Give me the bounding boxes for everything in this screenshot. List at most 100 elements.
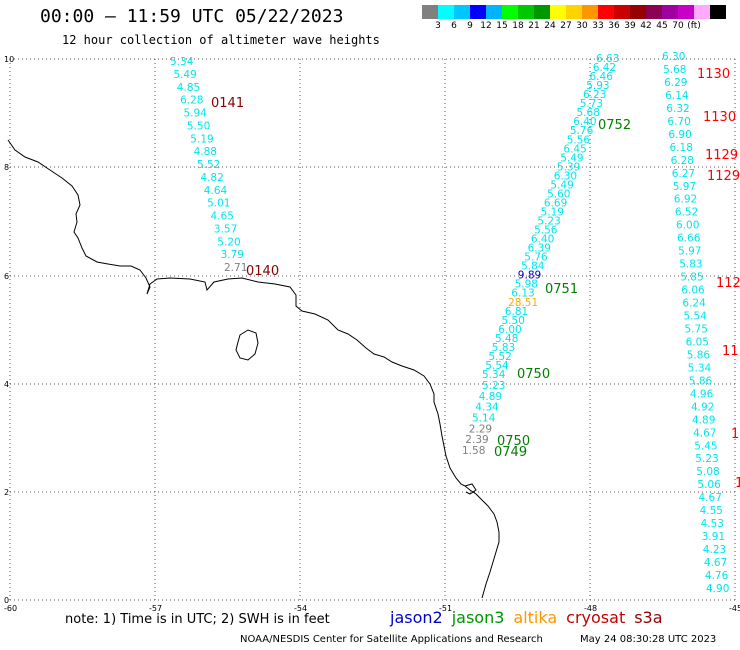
y-tick-label: 4 bbox=[4, 380, 9, 389]
scale-swatch bbox=[582, 5, 598, 19]
scale-swatch bbox=[422, 5, 438, 19]
wave-height-value: 6.14 bbox=[665, 90, 689, 102]
scale-label: 70 bbox=[672, 21, 684, 31]
x-tick-label: -51 bbox=[439, 604, 452, 613]
scale-swatch bbox=[598, 5, 614, 19]
wave-height-value: 6.30 bbox=[662, 51, 685, 63]
scale-swatch bbox=[470, 5, 486, 19]
wave-height-value: 6.40 bbox=[573, 116, 596, 128]
wave-height-value: 6.39 bbox=[528, 243, 551, 255]
scale-label: 42 bbox=[640, 21, 652, 31]
wave-height-value: 5.97 bbox=[673, 181, 696, 193]
wave-height-value: 9.89 bbox=[518, 270, 541, 282]
scale-swatch bbox=[646, 5, 662, 19]
wave-height-value: 5.49 bbox=[560, 152, 583, 164]
wave-height-value: 5.52 bbox=[489, 351, 512, 363]
wave-height-value: 2.39 bbox=[465, 434, 488, 446]
footer-note: note: 1) Time is in UTC; 2) SWH is in fe… bbox=[65, 612, 330, 627]
wave-height-value: 4.76 bbox=[705, 570, 729, 582]
wave-height-value: 6.28 bbox=[671, 155, 694, 167]
wave-height-value: 6.27 bbox=[672, 168, 695, 180]
wave-height-value: 5.34 bbox=[170, 56, 194, 68]
wave-height-value: 5.68 bbox=[663, 64, 686, 76]
scale-label: 39 bbox=[624, 21, 636, 31]
y-tick-label: 10 bbox=[4, 55, 14, 64]
scale-label: 33 bbox=[592, 21, 604, 31]
coastline-inlet bbox=[464, 483, 477, 495]
y-tick-label: 0 bbox=[4, 596, 9, 605]
island-path bbox=[235, 329, 259, 361]
page-title: 00:00 – 11:59 UTC 05/22/2023 bbox=[40, 6, 344, 27]
generated-timestamp: May 24 08:30:28 UTC 2023 bbox=[580, 634, 717, 645]
wave-height-value: 5.45 bbox=[694, 440, 717, 452]
wave-height-value: 5.50 bbox=[187, 120, 210, 132]
wave-height-value: 6.32 bbox=[666, 103, 689, 115]
wave-height-value: 4.96 bbox=[690, 388, 714, 400]
scale-label: 30 bbox=[576, 21, 588, 31]
wave-height-value: 6.92 bbox=[674, 194, 697, 206]
wave-height-value: 6.70 bbox=[667, 116, 690, 128]
wave-height-value: 5.49 bbox=[550, 179, 573, 191]
wave-height-value: 5.49 bbox=[173, 69, 196, 81]
wave-height-value: 6.23 bbox=[583, 89, 606, 101]
wave-height-value: 5.48 bbox=[495, 333, 518, 345]
wave-height-value: 2.71 bbox=[224, 262, 247, 274]
scale-label: 6 bbox=[451, 21, 457, 31]
pass-time-label: 1 bbox=[731, 427, 739, 442]
wave-height-value: 5.20 bbox=[217, 236, 240, 248]
y-tick-label: 8 bbox=[4, 163, 9, 172]
scale-swatch bbox=[550, 5, 566, 19]
lat-lon-grid: -60 -57 -54 -51 -48 -45 10 8 6 4 2 0 bbox=[4, 55, 740, 613]
wave-height-value: 5.97 bbox=[678, 246, 701, 258]
wave-height-value: 5.39 bbox=[557, 161, 580, 173]
pass-time-label: 112 bbox=[716, 276, 740, 291]
pass-time-label: 1 bbox=[735, 476, 740, 491]
scale-swatch bbox=[694, 5, 710, 19]
scale-swatch bbox=[486, 5, 502, 19]
coastline bbox=[7, 139, 500, 599]
wave-height-value: 5.60 bbox=[547, 188, 570, 200]
wave-height-value: 6.81 bbox=[505, 306, 528, 318]
wave-height-value: 6.90 bbox=[668, 129, 691, 141]
x-tick-label: -54 bbox=[294, 604, 307, 613]
altimeter-tracks: 5.345.494.856.285.945.505.194.885.524.82… bbox=[170, 51, 740, 595]
wave-height-value: 6.00 bbox=[498, 324, 521, 336]
pass-time-label: 0141 bbox=[211, 96, 244, 111]
wave-height-value: 4.65 bbox=[211, 211, 234, 223]
legend-item-jason3: jason3 bbox=[451, 608, 505, 627]
scale-label: 18 bbox=[512, 21, 524, 31]
wave-height-value: 4.82 bbox=[200, 172, 223, 184]
legend-item-altika: altika bbox=[513, 608, 558, 627]
wave-height-value: 4.55 bbox=[700, 505, 723, 517]
scale-swatch bbox=[502, 5, 518, 19]
mission-legend: jason2 jason3 altika cryosat s3a bbox=[390, 608, 672, 627]
wave-height-value: 5.23 bbox=[695, 453, 718, 465]
wave-height-value: 5.86 bbox=[689, 375, 713, 387]
wave-height-value: 5.01 bbox=[207, 198, 230, 210]
wave-height-value: 6.24 bbox=[682, 298, 706, 310]
scale-label: 21 bbox=[528, 21, 540, 31]
wave-height-value: 28.51 bbox=[508, 297, 538, 309]
wave-height-value: 6.63 bbox=[596, 53, 619, 65]
wave-height-value: 5.76 bbox=[524, 252, 548, 264]
wave-height-value: 5.83 bbox=[679, 259, 702, 271]
wave-height-value: 2.29 bbox=[469, 423, 492, 435]
wave-height-value: 5.52 bbox=[197, 159, 220, 171]
wave-height-value: 4.23 bbox=[703, 544, 726, 556]
wave-height-value: 4.67 bbox=[693, 427, 716, 439]
scale-label: 3 bbox=[435, 21, 441, 31]
wave-height-value: 4.85 bbox=[177, 82, 200, 94]
pass-time-label: 0750 bbox=[517, 367, 550, 382]
wave-height-value: 5.06 bbox=[697, 479, 721, 491]
pass-time-label: 1130 bbox=[703, 110, 736, 125]
wave-height-value: 5.86 bbox=[687, 349, 711, 361]
wave-height-value: 5.08 bbox=[696, 466, 719, 478]
wave-height-value: 1.58 bbox=[462, 445, 485, 457]
scale-label: 36 bbox=[608, 21, 620, 31]
wave-height-value: 5.54 bbox=[684, 311, 708, 323]
wave-height-value: 5.19 bbox=[190, 133, 213, 145]
scale-swatch bbox=[438, 5, 454, 19]
pass-time-label: 11 bbox=[722, 344, 739, 359]
scale-label: 12 bbox=[480, 21, 492, 31]
